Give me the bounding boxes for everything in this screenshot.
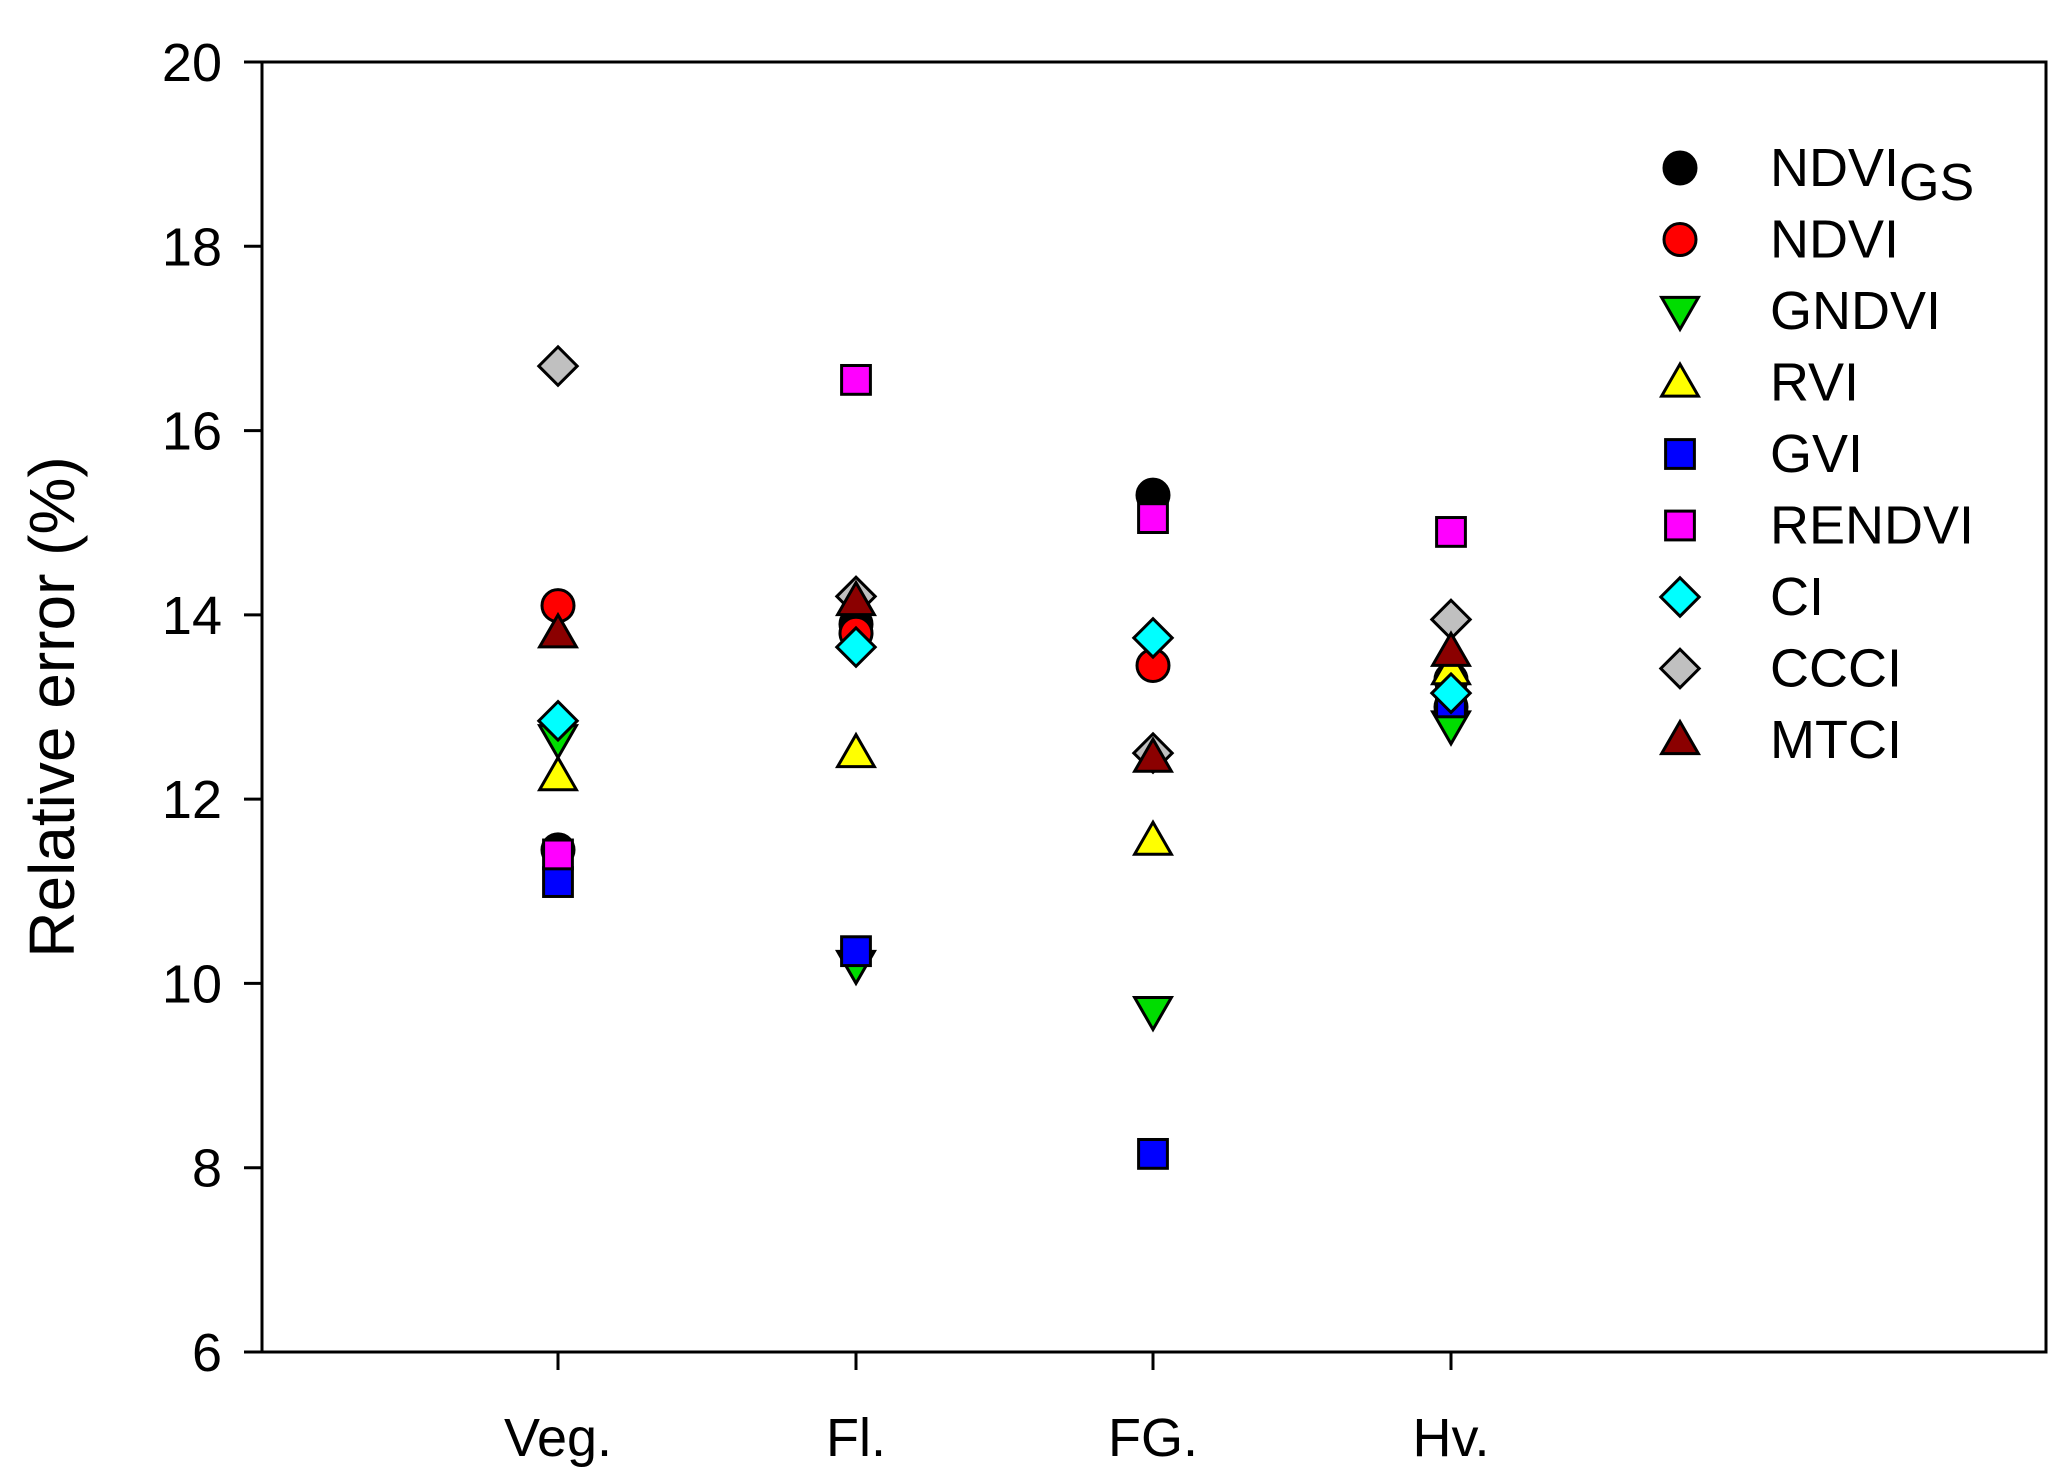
legend-label-gvi: GVI (1770, 424, 1863, 484)
legend-marker-mtci (1659, 718, 1701, 756)
legend-label-mtci: MTCI (1770, 710, 1902, 770)
legend-marker-rendvi (1664, 509, 1696, 542)
point-mtci-veg- (537, 611, 579, 649)
point-mtci-fg- (1132, 736, 1174, 773)
x-tick-label-fl-: Fl. (826, 1408, 886, 1468)
y-tick-label-6: 6 (192, 1323, 222, 1383)
legend-marker-ndvi (1662, 222, 1698, 257)
point-rendvi-hv- (1435, 516, 1467, 548)
x-tick-label-veg-: Veg. (504, 1408, 612, 1468)
legend-marker-gndvi (1659, 295, 1701, 333)
y-tick-label-14: 14 (162, 586, 222, 646)
legend-marker-ci (1658, 575, 1702, 619)
point-rvi-veg- (537, 754, 579, 792)
y-axis-label: Relative error (%) (16, 456, 88, 957)
point-gvi-fl- (840, 935, 872, 968)
point-rvi-fg- (1132, 819, 1174, 856)
y-tick-label-16: 16 (162, 402, 222, 462)
point-gndvi-fg- (1132, 995, 1174, 1033)
point-gvi-veg- (542, 866, 574, 898)
legend-label-gndvi: GNDVI (1770, 281, 1941, 341)
legend-label-ndvi: NDVI (1770, 210, 1899, 270)
x-axis-ticks: Veg. Fl. FG. Hv. (504, 1352, 1490, 1468)
y-tick-label-12: 12 (162, 770, 222, 830)
y-tick-label-8: 8 (192, 1139, 222, 1199)
legend-label-ccci: CCCI (1770, 639, 1902, 699)
legend-marker-ccci (1658, 647, 1702, 690)
y-axis-ticks: 6 8 10 12 14 16 18 20 (162, 33, 262, 1383)
legend-label-ci: CI (1770, 567, 1824, 627)
point-mtci-hv- (1430, 630, 1472, 667)
point-rendvi-fg- (1137, 502, 1169, 535)
data-points (536, 344, 1473, 1170)
x-tick-label-hv-: Hv. (1413, 1408, 1490, 1468)
legend-label-rendvi: RENDVI (1770, 496, 1974, 556)
y-tick-label-20: 20 (162, 33, 222, 93)
point-ci-fl- (834, 625, 878, 669)
point-ci-veg- (536, 699, 580, 743)
y-tick-label-18: 18 (162, 217, 222, 277)
y-tick-label-10: 10 (162, 954, 222, 1014)
point-ccci-veg- (536, 344, 580, 388)
legend-marker-ndvi-gs (1662, 150, 1698, 186)
legend-label-ndvi-gs: NDVIGS (1770, 138, 1974, 212)
point-ci-fg- (1131, 616, 1175, 660)
legend-label-rvi: RVI (1770, 353, 1859, 413)
point-gvi-fg- (1137, 1137, 1169, 1170)
point-rvi-fl- (835, 731, 877, 769)
legend-marker-gvi (1664, 438, 1696, 470)
legend-marker-rvi (1659, 361, 1701, 398)
x-tick-label-fg-: FG. (1108, 1408, 1198, 1468)
point-rendvi-veg- (542, 838, 574, 871)
point-rendvi-fl- (840, 363, 872, 396)
point-ci-hv- (1429, 671, 1473, 715)
point-mtci-fl- (835, 579, 877, 617)
